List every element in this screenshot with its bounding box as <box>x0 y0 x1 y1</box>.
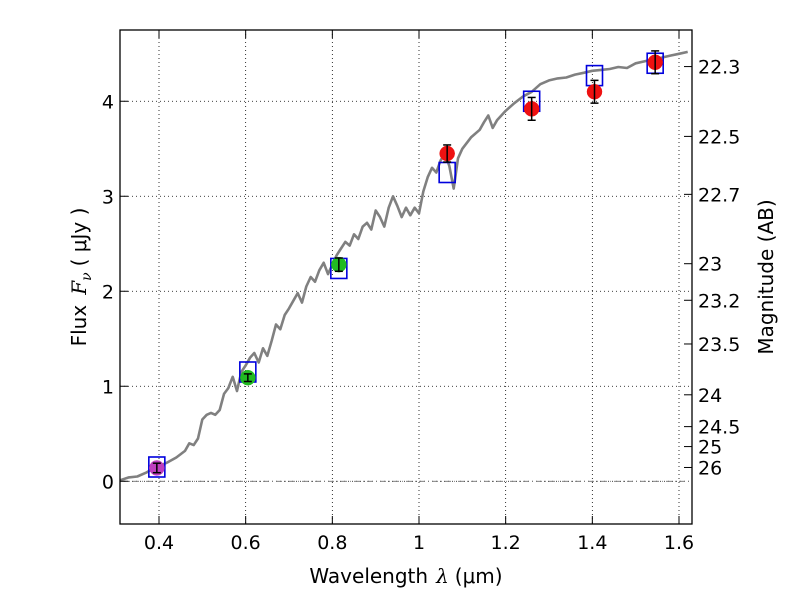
y-tick-label: 1 <box>102 376 114 398</box>
x-tick-label: 1.4 <box>577 532 607 554</box>
x-tick-label: 0.6 <box>231 532 261 554</box>
y2-tick-label: 26 <box>698 457 722 479</box>
x-tick-label: 1 <box>413 532 425 554</box>
plot-area <box>119 50 688 482</box>
x-tick-label: 1.6 <box>664 532 694 554</box>
y2-tick-label: 22.3 <box>698 57 740 79</box>
y2-tick-label: 25 <box>698 437 722 459</box>
x-tick-label: 1.2 <box>491 532 521 554</box>
y2-tick-label: 23.2 <box>698 290 740 312</box>
y2-tick-label: 23.5 <box>698 334 740 356</box>
y-tick-label: 3 <box>102 186 114 208</box>
grid <box>120 30 692 524</box>
synthetic-flux-square <box>148 456 166 478</box>
y2-tick-label: 23 <box>698 254 722 276</box>
y-tick-label: 4 <box>102 91 114 113</box>
x-tick-label: 0.4 <box>144 532 174 554</box>
axes-frame <box>119 29 693 525</box>
model-spectrum-line <box>119 50 688 482</box>
y2-tick-label: 22.7 <box>698 184 740 206</box>
y2-tick-label: 24.5 <box>698 417 740 439</box>
y-tick-label: 2 <box>102 281 114 303</box>
ticks: 0.4 0.6 0.8 1 1.2 1.4 1.60123422.322.522.72323… <box>102 30 740 554</box>
x-tick-label: 0.8 <box>317 532 347 554</box>
y-axis-label: FluxFν( μJy ) <box>67 208 95 347</box>
y-tick-label: 0 <box>102 471 114 493</box>
x-axis-label: Wavelength λ (μm) <box>309 564 502 588</box>
y2-tick-label: 24 <box>698 385 722 407</box>
y2-tick-label: 22.5 <box>698 126 740 148</box>
y2-axis-label: Magnitude (AB) <box>754 199 778 354</box>
